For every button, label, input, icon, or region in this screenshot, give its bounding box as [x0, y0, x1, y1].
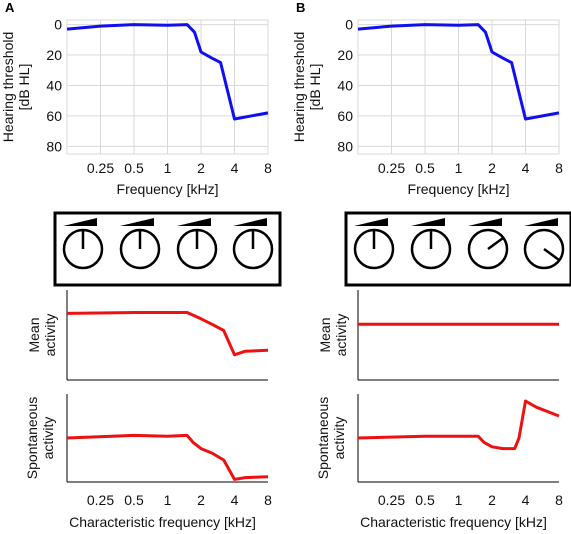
knob-level-wedge [177, 218, 211, 226]
spont-y-axis-label: Spontaneous [24, 397, 40, 480]
audiogram-x-tick-label: 1 [164, 160, 172, 176]
audiogram-x-tick-label: 2 [197, 160, 205, 176]
bottom-x-tick-label: 8 [555, 492, 563, 508]
audiogram-x-tick-label: 0.25 [378, 160, 405, 176]
mean-activity-line [66, 311, 269, 357]
audiogram-y-tick-label: 0 [54, 17, 62, 33]
spont-activity-line [357, 399, 560, 451]
audiogram-y-tick-label: 80 [46, 138, 62, 154]
knob-box [344, 211, 571, 287]
spont-y-axis-label-2: activity [40, 417, 56, 460]
audiogram-x-tick-label: 8 [555, 160, 563, 176]
spont-y-axis-label: Spontaneous [315, 397, 331, 480]
audiogram-y-tick-label: 40 [337, 77, 353, 93]
knob-pointer [487, 236, 505, 251]
mean-y-axis-label: Mean [26, 317, 42, 352]
audiogram-y-axis-label: Hearing threshold [291, 32, 307, 143]
knob-level-wedge [354, 218, 388, 226]
audiogram-y-axis-label: Hearing threshold [0, 32, 16, 143]
audiogram-x-tick-label: 4 [522, 160, 530, 176]
audiogram-x-tick-label: 8 [264, 160, 272, 176]
knob-level-wedge [120, 218, 154, 226]
audiogram-y-tick-label: 20 [46, 47, 62, 63]
bottom-x-tick-label: 0.5 [124, 492, 144, 508]
spont-activity-line [66, 433, 269, 481]
bottom-x-tick-label: 0.25 [378, 492, 405, 508]
mean-y-axis-label-2: activity [42, 314, 58, 357]
bottom-x-tick-label: 2 [197, 492, 205, 508]
audiogram-line [66, 23, 269, 121]
audiogram-x-tick-label: 0.5 [124, 160, 144, 176]
knob-box [53, 211, 282, 287]
audiogram-line [357, 23, 560, 121]
audiogram-x-tick-label: 2 [488, 160, 496, 176]
audiogram-y-tick-label: 20 [337, 47, 353, 63]
panel-letter: A [5, 0, 15, 15]
bottom-x-tick-label: 0.5 [415, 492, 435, 508]
bottom-x-tick-label: 0.25 [87, 492, 114, 508]
knob-pointer [543, 247, 561, 262]
bottom-x-tick-label: 4 [522, 492, 530, 508]
audiogram-y-tick-label: 40 [46, 77, 62, 93]
bottom-x-tick-label: 4 [231, 492, 239, 508]
bottom-x-tick-label: 1 [455, 492, 463, 508]
audiogram-y-tick-label: 80 [337, 138, 353, 154]
mean-y-axis-label: Mean [317, 317, 333, 352]
audiogram-x-axis-label: Frequency [kHz] [117, 181, 219, 197]
panel-letter: B [296, 0, 305, 15]
bottom-x-axis-label: Characteristic frequency [kHz] [69, 514, 256, 530]
knob-level-wedge [524, 218, 558, 226]
knob-level-wedge [411, 218, 445, 226]
audiogram-y-tick-label: 60 [337, 108, 353, 124]
spont-y-axis-label-2: activity [331, 417, 347, 460]
audiogram-y-axis-label-unit: [dB HL] [16, 64, 32, 111]
bottom-x-axis-label: Characteristic frequency [kHz] [360, 514, 547, 530]
knob-level-wedge [468, 218, 502, 226]
audiogram-x-tick-label: 4 [231, 160, 239, 176]
audiogram-y-tick-label: 0 [345, 17, 353, 33]
bottom-x-tick-label: 8 [264, 492, 272, 508]
knob-level-wedge [233, 218, 267, 226]
audiogram-x-tick-label: 0.5 [415, 160, 435, 176]
audiogram-y-axis-label-unit: [dB HL] [307, 64, 323, 111]
knob-level-wedge [63, 218, 97, 226]
mean-y-axis-label-2: activity [333, 314, 349, 357]
audiogram-x-axis-label: Frequency [kHz] [408, 181, 510, 197]
audiogram-y-tick-label: 60 [46, 108, 62, 124]
audiogram-x-tick-label: 0.25 [87, 160, 114, 176]
bottom-x-tick-label: 1 [164, 492, 172, 508]
bottom-x-tick-label: 2 [488, 492, 496, 508]
audiogram-x-tick-label: 1 [455, 160, 463, 176]
